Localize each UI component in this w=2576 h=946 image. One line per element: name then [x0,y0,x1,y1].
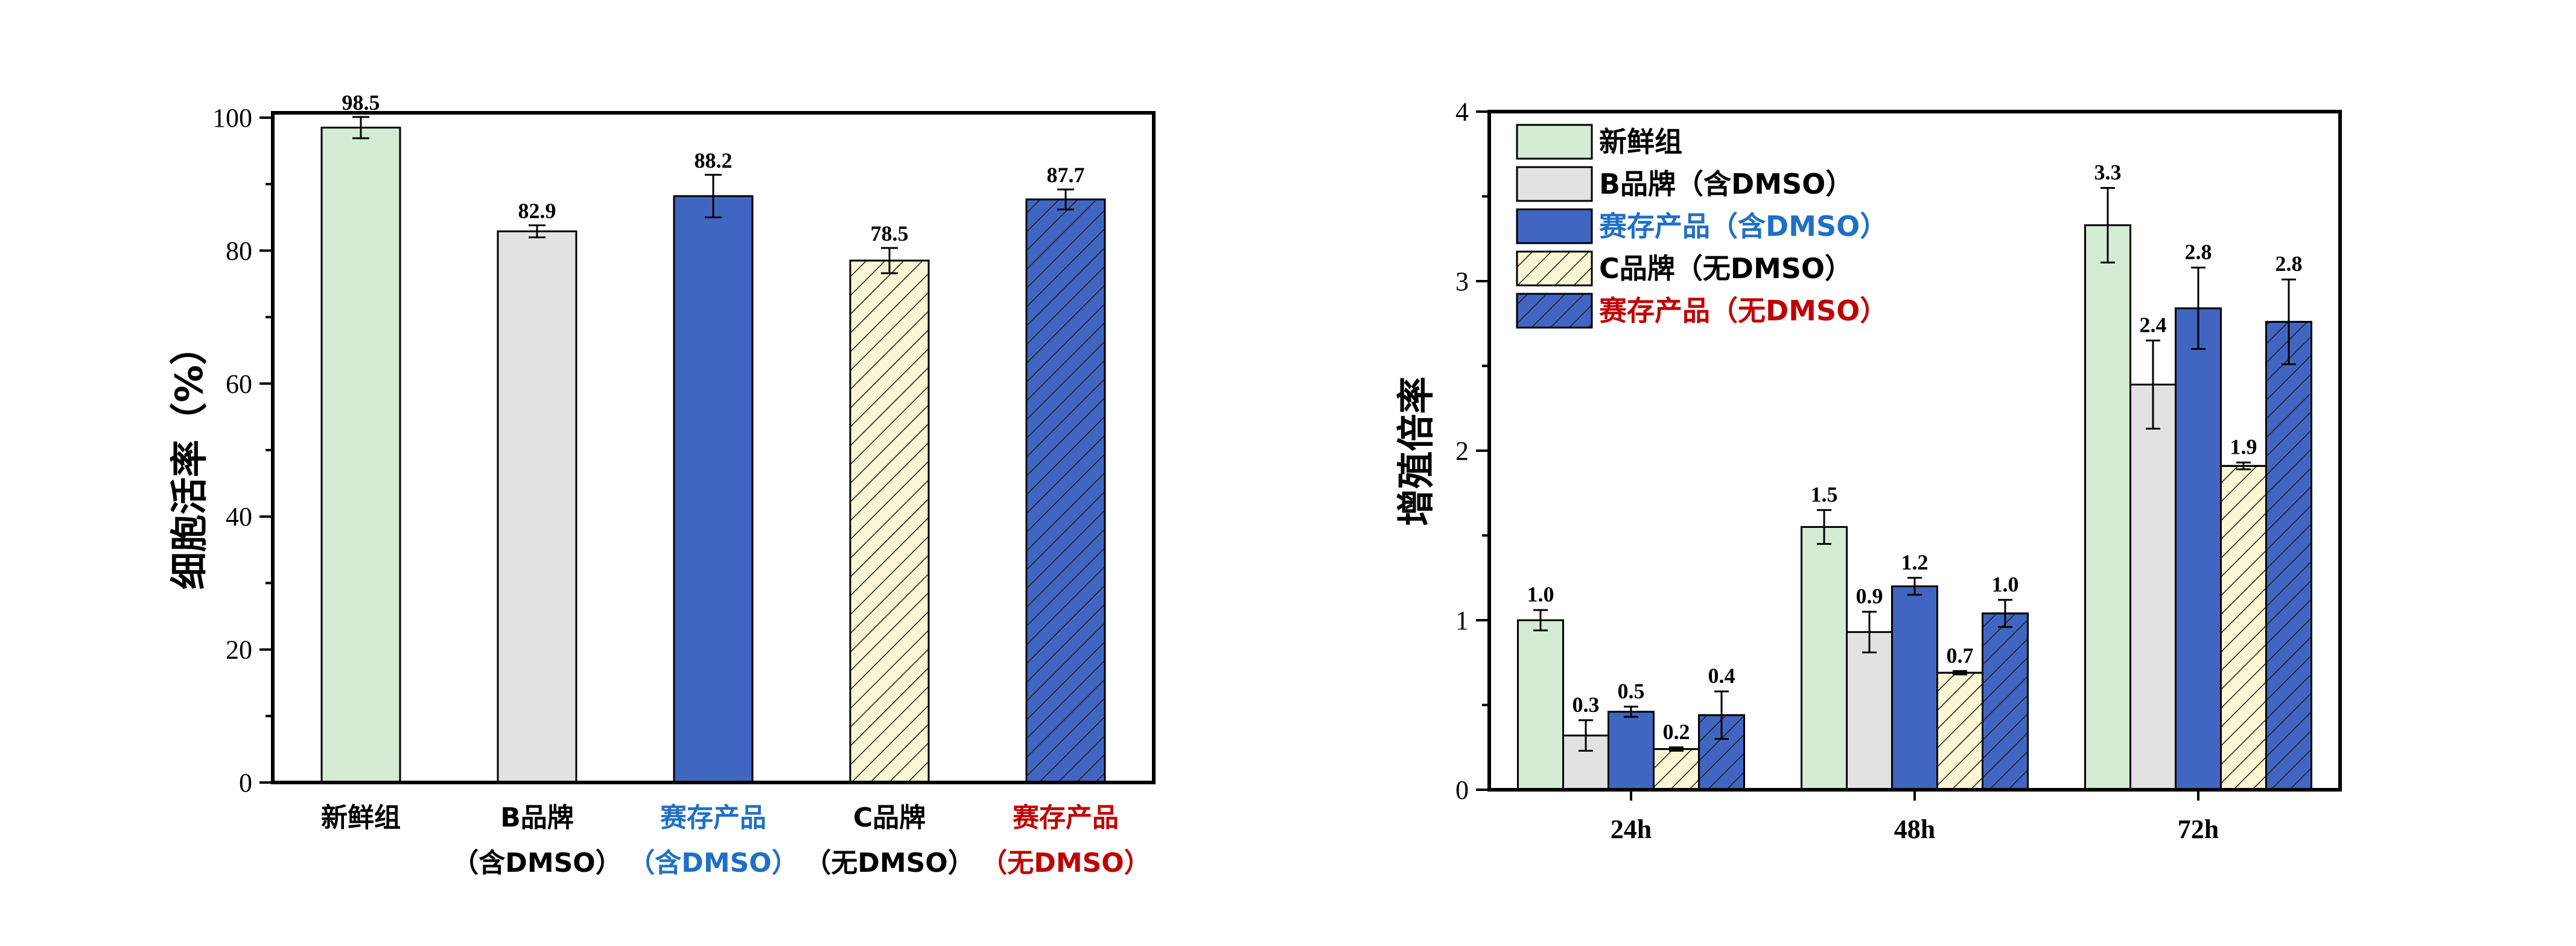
proliferation-value-label: 1.9 [2230,435,2257,459]
viability-y-tick-label: 60 [226,369,252,399]
proliferation-bar [1517,619,1564,791]
viability-plot-frame [271,111,1156,784]
proliferation-category-labels: 24h 48h 72h [1611,790,2219,844]
legend-label: 赛存产品（无DMSO） [1599,294,1887,327]
viability-y-ticks: 0 20 40 60 80 100 [212,103,273,798]
viability-value-label: 87.7 [1047,163,1085,187]
viability-bar-hatch [849,259,930,784]
viability-category-label: 赛存产品 [1013,802,1119,833]
proliferation-y-ticks: 0 1 2 3 4 [1455,97,1489,805]
viability-bar [673,195,754,784]
proliferation-category-label: 24h [1611,814,1652,844]
proliferation-y-tick-label: 2 [1455,436,1469,466]
proliferation-value-label: 1.5 [1811,482,1838,506]
legend-label: C品牌（无DMSO） [1599,252,1852,285]
legend-swatch [1516,166,1593,202]
viability-value-label: 88.2 [695,148,733,173]
proliferation-value-label: 1.0 [1992,572,2019,596]
proliferation-value-label: 1.0 [1527,582,1554,606]
proliferation-category-label: 72h [2178,814,2219,844]
proliferation-y-tick-label: 3 [1455,267,1469,296]
legend-label: B品牌（含DMSO） [1599,168,1853,200]
proliferation-value-label: 0.2 [1663,720,1690,744]
viability-value-labels: 98.5 82.9 88.2 78.5 87.7 [342,90,1085,246]
legend-label: 新鲜组 [1599,125,1682,158]
proliferation-bar [1891,585,1938,791]
viability-y-axis-label: 细胞活率（%） [167,328,211,589]
viability-category-sublabel: （无DMSO） [804,848,974,878]
viability-category-label: C品牌 [853,802,926,833]
viability-bar-hatch [1025,198,1106,784]
viability-y-tick-label: 0 [239,768,252,798]
proliferation-bar-hatch [1936,671,1983,791]
proliferation-value-label: 0.4 [1708,664,1735,688]
proliferation-y-axis-label: 增殖倍率 [1394,376,1438,526]
viability-bars [320,127,1106,784]
viability-value-label: 98.5 [342,90,380,115]
viability-bar [497,230,577,784]
viability-y-tick-label: 80 [226,236,252,265]
proliferation-legend: 新鲜组 B品牌（含DMSO） 赛存产品（含DMSO） C品牌（无DMSO） 赛存产品（无… [1516,124,1887,329]
proliferation-bar [2129,383,2177,791]
proliferation-value-label: 0.7 [1947,643,1974,667]
proliferation-bar [1608,711,1655,791]
proliferation-bar [2175,307,2222,791]
proliferation-value-label: 1.2 [1901,550,1929,574]
viability-category-sublabel: （含DMSO） [452,848,622,878]
viability-bar [320,127,401,784]
proliferation-bar-hatch [2265,320,2312,791]
proliferation-value-label: 2.8 [2185,240,2212,264]
proliferation-bar [2084,224,2131,791]
proliferation-bar [1846,631,1893,791]
viability-value-label: 78.5 [871,221,909,246]
proliferation-bar-hatch [1982,612,2029,791]
proliferation-value-label: 0.3 [1573,693,1600,717]
proliferation-y-tick-label: 1 [1455,606,1469,635]
proliferation-y-tick-label: 4 [1455,97,1469,127]
viability-chart: 细胞活率（%） 0 20 40 60 80 100 98.5 82.9 88.2 78.5 87.… [167,90,1156,878]
viability-category-sublabel: （无DMSO） [981,848,1150,878]
legend-swatch [1516,208,1593,244]
proliferation-value-labels: 1.0 0.3 0.5 0.2 0.4 1.5 0.9 1.2 0.7 1.0 3.3 2.4 2.8 1… [1527,160,2303,743]
proliferation-error-bars [1533,186,2296,752]
viability-category-label: B品牌 [500,802,574,833]
proliferation-value-label: 3.3 [2094,160,2122,184]
legend-swatch-hatch [1516,250,1593,287]
proliferation-value-label: 0.9 [1856,584,1883,608]
viability-y-tick-label: 100 [212,103,252,133]
proliferation-y-tick-label: 0 [1455,775,1469,805]
proliferation-category-label: 48h [1894,814,1935,844]
viability-y-tick-label: 40 [226,502,252,532]
proliferation-plot-frame [1487,110,2342,792]
viability-category-label: 赛存产品 [660,802,766,833]
viability-value-label: 82.9 [518,199,556,223]
proliferation-value-label: 2.8 [2275,252,2303,276]
viability-error-bars [352,116,1074,275]
viability-y-tick-label: 20 [226,635,252,665]
proliferation-bar-hatch [2220,465,2267,791]
viability-category-sublabel: （含DMSO） [628,848,798,878]
legend-label: 赛存产品（含DMSO） [1599,210,1887,243]
proliferation-value-label: 0.5 [1618,679,1645,703]
viability-category-labels: 新鲜组 B品牌 （含DMSO） 赛存产品 （含DMSO） C品牌 （无DMSO） 赛存产品 （无… [321,802,1151,878]
proliferation-value-label: 2.4 [2140,313,2167,337]
viability-category-label: 新鲜组 [321,802,401,833]
legend-swatch-hatch [1516,293,1593,329]
proliferation-bar-hatch [1653,748,1700,791]
proliferation-bar [1801,525,1848,791]
legend-swatch [1516,124,1593,160]
